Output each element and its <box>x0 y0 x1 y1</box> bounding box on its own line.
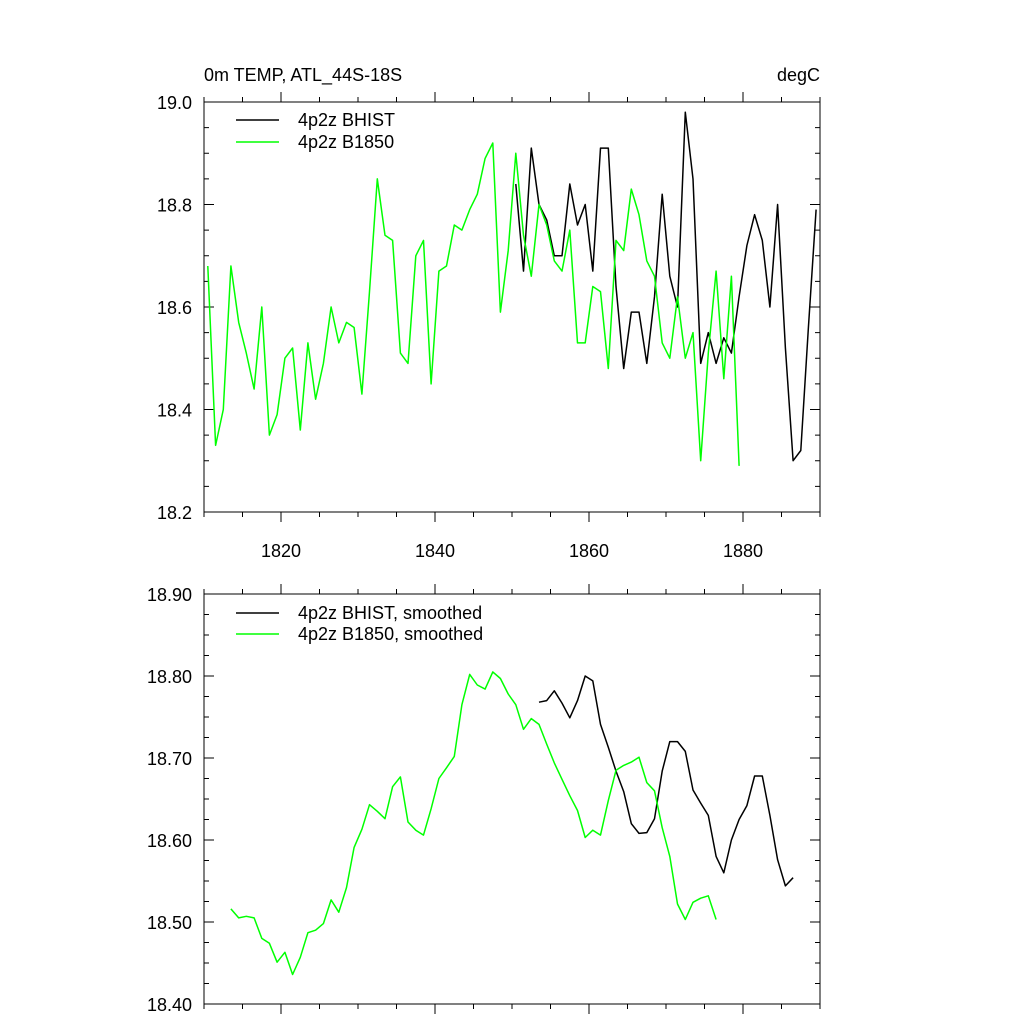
bottom-y-tick-label: 18.80 <box>147 667 192 687</box>
top-x-tick-label: 1880 <box>723 541 763 561</box>
top-x-tick-label: 1840 <box>415 541 455 561</box>
top-x-axis: 1820 1840 1860 1880 <box>203 92 821 561</box>
legend-label-bhist: 4p2z BHIST <box>298 110 395 130</box>
bottom-panel: 18.40 18.50 18.60 18.70 18.80 18.90 4p2z BHIS… <box>147 584 821 1015</box>
bottom-series-line-b1850 <box>230 671 717 976</box>
top-y-axis: 18.2 18.4 18.6 18.8 19.0 <box>157 93 820 523</box>
top-y-tick-label: 18.4 <box>157 401 192 421</box>
top-x-tick-label: 1820 <box>261 541 301 561</box>
top-series-group <box>207 111 817 466</box>
top-y-tick-label: 18.2 <box>157 503 192 523</box>
bottom-x-axis <box>203 584 821 1014</box>
bottom-y-tick-label: 18.60 <box>147 831 192 851</box>
bottom-y-tick-label: 18.90 <box>147 585 192 605</box>
legend-label-b1850: 4p2z B1850 <box>298 132 394 152</box>
top-y-tick-label: 18.6 <box>157 298 192 318</box>
top-legend: 4p2z BHIST 4p2z B1850 <box>236 110 395 152</box>
top-series-line-b1850 <box>207 142 740 466</box>
top-series-line-bhist <box>515 111 817 462</box>
bottom-y-axis: 18.40 18.50 18.60 18.70 18.80 18.90 <box>147 585 820 1015</box>
chart-title: 0m TEMP, ATL_44S-18S <box>204 65 402 86</box>
top-plot-frame <box>203 101 821 513</box>
bottom-y-tick-label: 18.40 <box>147 995 192 1015</box>
bottom-series-line-bhist <box>538 675 794 887</box>
legend-label-b1850-smoothed: 4p2z B1850, smoothed <box>298 624 483 644</box>
bottom-y-tick-label: 18.50 <box>147 913 192 933</box>
units-label: degC <box>777 65 820 85</box>
bottom-y-tick-label: 18.70 <box>147 749 192 769</box>
top-y-tick-label: 18.8 <box>157 196 192 216</box>
top-y-tick-label: 19.0 <box>157 93 192 113</box>
bottom-plot-frame <box>203 593 821 1005</box>
legend-label-bhist-smoothed: 4p2z BHIST, smoothed <box>298 603 482 623</box>
bottom-series-group <box>230 671 794 976</box>
top-panel: 0m TEMP, ATL_44S-18S degC 18.218.418.618… <box>157 65 821 561</box>
top-x-tick-label: 1860 <box>569 541 609 561</box>
bottom-legend: 4p2z BHIST, smoothed 4p2z B1850, smoothe… <box>236 603 483 644</box>
